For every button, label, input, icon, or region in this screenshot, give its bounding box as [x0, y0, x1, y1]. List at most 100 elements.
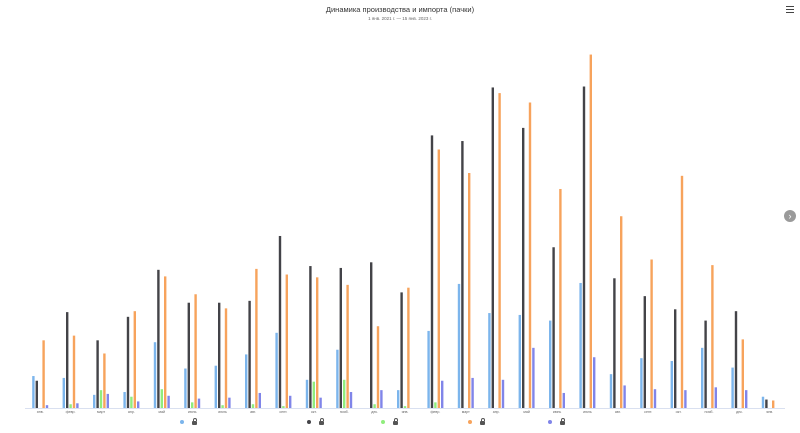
bar-s5-12[interactable] — [380, 390, 383, 408]
bar-s5-24[interactable] — [745, 390, 748, 408]
bar-s4-4[interactable] — [133, 311, 136, 408]
legend-item-5[interactable] — [548, 417, 565, 427]
bar-s1-9[interactable] — [275, 332, 278, 408]
bar-s1-21[interactable] — [640, 358, 643, 408]
bar-s5-9[interactable] — [289, 395, 292, 408]
bar-s1-11[interactable] — [336, 349, 339, 408]
bar-s4-18[interactable] — [559, 188, 562, 408]
bar-s2-20[interactable] — [613, 278, 616, 408]
bar-s4-3[interactable] — [103, 353, 106, 408]
bar-s4-16[interactable] — [498, 93, 501, 408]
bar-s3-6[interactable] — [191, 402, 194, 408]
legend-item-2[interactable] — [307, 417, 324, 427]
bar-s1-24[interactable] — [731, 367, 734, 408]
bar-s1-1[interactable] — [32, 376, 35, 408]
bar-s5-4[interactable] — [137, 401, 140, 408]
bar-s2-8[interactable] — [248, 300, 251, 408]
bar-s3-7[interactable] — [221, 405, 224, 408]
bar-s3-10[interactable] — [312, 381, 315, 408]
bar-s2-17[interactable] — [522, 127, 525, 408]
bar-s2-1[interactable] — [35, 380, 38, 408]
bar-s2-19[interactable] — [582, 86, 586, 409]
bar-s3-8[interactable] — [251, 404, 255, 408]
bar-s4-5[interactable] — [164, 276, 167, 408]
bar-s4-14[interactable] — [437, 149, 440, 409]
bar-s4-2[interactable] — [72, 335, 76, 408]
bar-s3-3[interactable] — [99, 390, 103, 408]
bar-s2-18[interactable] — [552, 247, 555, 408]
bar-s2-12[interactable] — [370, 262, 373, 408]
bar-s2-13[interactable] — [400, 292, 403, 408]
chevron-right-icon[interactable]: › — [784, 210, 796, 222]
bar-s2-9[interactable] — [278, 235, 282, 408]
bar-s1-2[interactable] — [62, 377, 65, 408]
bar-s3-9[interactable] — [282, 406, 285, 408]
bar-s4-13[interactable] — [407, 287, 410, 408]
legend-item-3[interactable] — [381, 417, 398, 427]
bar-s2-14[interactable] — [430, 135, 434, 408]
bar-s2-2[interactable] — [66, 312, 69, 408]
bar-s2-3[interactable] — [96, 340, 99, 408]
bar-s1-8[interactable] — [245, 354, 248, 408]
bar-s1-19[interactable] — [579, 282, 582, 408]
bar-s4-10[interactable] — [316, 277, 319, 408]
bar-s2-25[interactable] — [765, 399, 768, 408]
bar-s2-11[interactable] — [339, 267, 342, 408]
legend-item-1[interactable] — [180, 417, 197, 427]
bar-s5-18[interactable] — [562, 392, 565, 408]
bar-s5-1[interactable] — [45, 405, 49, 408]
bar-s4-9[interactable] — [285, 274, 288, 408]
bar-s5-6[interactable] — [197, 398, 201, 408]
bar-s5-19[interactable] — [593, 357, 596, 408]
bar-s5-15[interactable] — [471, 377, 474, 408]
bar-s5-20[interactable] — [623, 385, 626, 408]
bar-s1-5[interactable] — [153, 342, 157, 408]
bar-s1-3[interactable] — [93, 394, 96, 408]
bar-s2-4[interactable] — [126, 316, 130, 408]
bar-s2-16[interactable] — [491, 87, 494, 409]
bar-s3-13[interactable] — [403, 406, 407, 408]
bar-s1-14[interactable] — [427, 330, 430, 408]
menu-icon[interactable] — [786, 6, 794, 13]
bar-s1-23[interactable] — [701, 347, 704, 408]
bar-s1-17[interactable] — [518, 314, 521, 408]
bar-s1-13[interactable] — [397, 390, 400, 408]
bar-s2-22[interactable] — [674, 309, 677, 408]
bar-s4-6[interactable] — [194, 294, 197, 408]
bar-s2-10[interactable] — [309, 266, 312, 408]
bar-s3-5[interactable] — [160, 389, 163, 408]
bar-s5-14[interactable] — [441, 380, 444, 408]
bar-s1-10[interactable] — [305, 379, 309, 408]
bar-s2-5[interactable] — [157, 269, 160, 408]
bar-s5-2[interactable] — [76, 403, 79, 408]
bar-s1-20[interactable] — [609, 374, 613, 408]
bar-s4-17[interactable] — [528, 102, 532, 409]
bar-s3-12[interactable] — [373, 404, 376, 408]
bar-s5-21[interactable] — [653, 389, 657, 408]
bar-s1-7[interactable] — [214, 365, 217, 408]
bar-s2-24[interactable] — [734, 311, 738, 408]
bar-s4-25[interactable] — [772, 400, 775, 408]
bar-s2-7[interactable] — [218, 302, 221, 408]
bar-s5-16[interactable] — [501, 379, 505, 408]
bar-s4-24[interactable] — [741, 339, 744, 408]
bar-s4-22[interactable] — [680, 175, 684, 408]
bar-s1-16[interactable] — [488, 313, 491, 408]
bar-s4-7[interactable] — [224, 308, 228, 408]
bar-s1-22[interactable] — [670, 361, 673, 408]
bar-s5-5[interactable] — [167, 395, 170, 408]
bar-s5-11[interactable] — [349, 392, 353, 408]
bar-s1-25[interactable] — [761, 396, 765, 408]
bar-s4-1[interactable] — [42, 340, 45, 408]
bar-s1-18[interactable] — [549, 320, 552, 408]
bar-s3-2[interactable] — [69, 404, 72, 408]
bar-s5-17[interactable] — [532, 347, 535, 408]
bar-s3-14[interactable] — [434, 402, 437, 408]
bar-s5-8[interactable] — [258, 392, 261, 408]
bar-s2-15[interactable] — [461, 141, 464, 409]
bar-s3-4[interactable] — [130, 396, 133, 408]
bar-s1-15[interactable] — [457, 283, 461, 408]
bar-s4-19[interactable] — [589, 54, 592, 409]
bar-s2-23[interactable] — [704, 320, 707, 408]
bar-s4-21[interactable] — [650, 259, 653, 408]
